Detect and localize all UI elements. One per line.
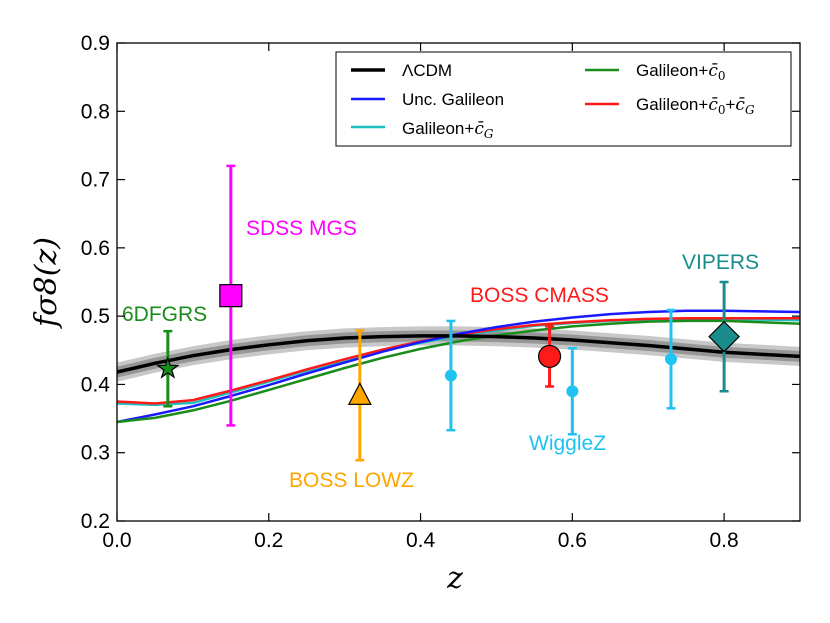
dot-marker (566, 385, 579, 398)
legend-label-galileon-cg-sub: G (484, 127, 494, 141)
dot-marker (664, 353, 677, 366)
annotation-boss-cmass: BOSS CMASS (470, 284, 609, 307)
legend-label-galileon-c0-cg-sub2: G (745, 103, 755, 117)
diamond-marker (708, 320, 740, 353)
legend-label-galileon-c0-cg-plus: + (725, 95, 735, 114)
circle-marker (537, 344, 562, 369)
legend-label-galileon-c0: Galileon+c̄0 (636, 61, 725, 83)
legend-label-galileon-c0-cg-math: c̄ (708, 95, 718, 115)
point-6dfgrs-0 (156, 329, 180, 408)
y-tick-label: 0.8 (81, 100, 110, 123)
y-axis-label-text: fσ8(z) (29, 237, 64, 329)
point-sdss-mgs-1 (219, 164, 243, 427)
annotation-sdss-mgs: SDSS MGS (246, 217, 357, 240)
plot-frame (116, 42, 801, 522)
annotation-vipers: VIPERS (682, 251, 759, 274)
x-tick-label: 0.8 (710, 529, 739, 552)
x-tick-label: 0.4 (406, 529, 436, 552)
legend: ΛCDM Unc. Galileon Galileon+c̄G Galileon… (335, 51, 792, 147)
axis-ticks: 0.0 0.2 0.4 0.6 0.80.20.30.40.50.60.70.80.9 (81, 32, 800, 552)
legend-label-galileon-cg-text: Galileon+ (402, 119, 474, 138)
annotation-wigglez: WiggleZ (529, 432, 606, 455)
x-axis-label: z (446, 561, 463, 596)
legend-label-galileon-c0-cg-math2: c̄ (735, 95, 745, 115)
theory-curves (117, 309, 800, 424)
dot-marker (444, 369, 457, 382)
y-axis-label: fσ8(z) (29, 237, 64, 329)
legend-label-galileon-c0-text: Galileon+ (636, 61, 708, 80)
measurement-points (156, 164, 740, 462)
legend-label-galileon-c0-math: c̄ (708, 61, 718, 81)
y-tick-label: 0.3 (81, 442, 110, 465)
annotation-boss-lowz: BOSS LOWZ (289, 469, 414, 492)
y-tick-label: 0.5 (81, 305, 110, 328)
point-wigglez-6 (664, 308, 677, 410)
y-tick-label: 0.6 (81, 237, 110, 260)
x-tick-label: 0.2 (254, 529, 283, 552)
point-vipers-7 (708, 280, 740, 393)
survey-annotations: SDSS MGS 6DFGRS BOSS CMASS VIPERS Wiggle… (122, 217, 759, 492)
y-tick-label: 0.4 (81, 373, 111, 396)
point-boss-lowz-2 (347, 329, 372, 462)
legend-box (335, 51, 792, 147)
square-marker (219, 284, 243, 308)
legend-label-galileon-cg: Galileon+c̄G (402, 119, 494, 141)
x-tick-label: 0.6 (558, 529, 587, 552)
y-tick-label: 0.7 (81, 169, 110, 192)
legend-label-galileon-cg-math: c̄ (474, 119, 484, 139)
point-boss-cmass-3 (537, 325, 562, 388)
point-wigglez-5 (566, 346, 579, 436)
legend-label-unc-galileon: Unc. Galileon (402, 90, 504, 109)
x-tick-label: 0.0 (102, 529, 131, 552)
y-tick-label: 0.9 (81, 32, 110, 55)
legend-label-galileon-c0-cg-sub: 0 (718, 103, 726, 117)
star-marker (156, 356, 180, 379)
legend-label-lcdm: ΛCDM (402, 61, 452, 80)
legend-label-galileon-c0-cg: Galileon+c̄0+c̄G (636, 95, 755, 117)
point-wigglez-4 (444, 319, 457, 432)
legend-label-galileon-c0-cg-text: Galileon+ (636, 95, 708, 114)
annotation-6dfgrs: 6DFGRS (122, 303, 207, 326)
y-tick-label: 0.2 (81, 510, 110, 533)
legend-label-galileon-c0-sub: 0 (718, 69, 726, 83)
triangle-marker (347, 382, 372, 405)
